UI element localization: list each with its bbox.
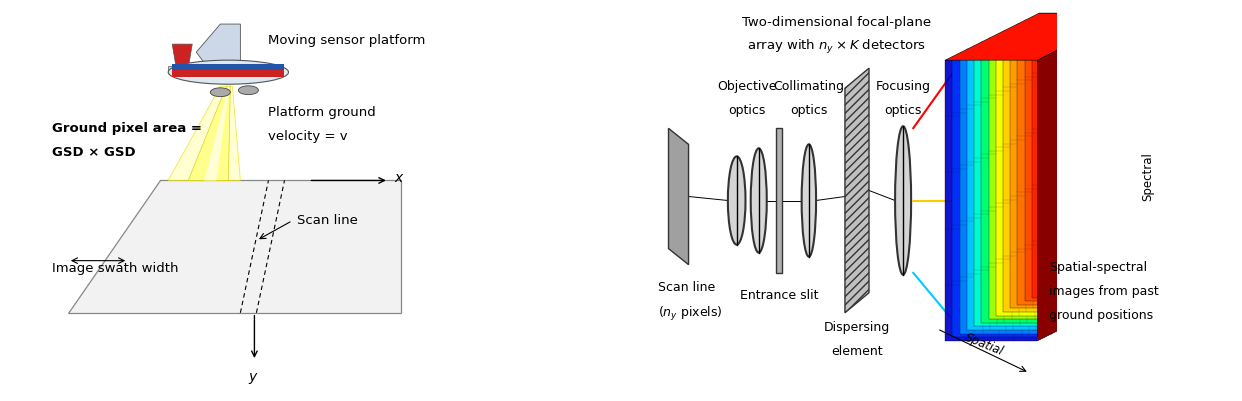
Polygon shape — [168, 86, 241, 180]
Text: Dispersing: Dispersing — [823, 321, 891, 334]
Ellipse shape — [210, 88, 230, 97]
Ellipse shape — [750, 148, 766, 253]
Text: Scan line: Scan line — [658, 281, 715, 294]
Polygon shape — [945, 60, 1037, 341]
Text: Ground pixel area =: Ground pixel area = — [52, 122, 201, 135]
Text: images from past: images from past — [1049, 285, 1159, 298]
Polygon shape — [989, 38, 1081, 319]
Polygon shape — [974, 46, 1067, 326]
Text: array with $n_y\times K$ detectors: array with $n_y\times K$ detectors — [748, 38, 927, 56]
Text: Moving sensor platform: Moving sensor platform — [268, 34, 426, 47]
Polygon shape — [845, 68, 869, 313]
Text: Spatial: Spatial — [964, 330, 1006, 358]
Text: y: y — [248, 370, 257, 384]
Polygon shape — [775, 128, 782, 273]
Text: Objective: Objective — [717, 80, 776, 93]
Polygon shape — [960, 53, 1052, 334]
Polygon shape — [1004, 31, 1095, 312]
Text: Collimating: Collimating — [774, 80, 845, 93]
Polygon shape — [966, 49, 1059, 330]
Ellipse shape — [801, 144, 816, 257]
Polygon shape — [1037, 13, 1131, 341]
Text: x: x — [395, 172, 402, 185]
Ellipse shape — [728, 156, 745, 245]
Polygon shape — [953, 57, 1045, 337]
Ellipse shape — [238, 86, 258, 95]
Text: Scan line: Scan line — [297, 214, 358, 227]
Text: Spectral: Spectral — [1141, 153, 1154, 201]
Polygon shape — [173, 64, 284, 70]
Polygon shape — [945, 13, 1131, 60]
Text: Spatial-spectral: Spatial-spectral — [1049, 261, 1148, 273]
Polygon shape — [668, 128, 688, 265]
Polygon shape — [173, 70, 284, 77]
Polygon shape — [196, 24, 241, 68]
Polygon shape — [204, 86, 230, 180]
Polygon shape — [1025, 20, 1117, 301]
Text: Entrance slit: Entrance slit — [739, 289, 818, 302]
Polygon shape — [1032, 17, 1124, 298]
Polygon shape — [1017, 24, 1109, 305]
Ellipse shape — [168, 60, 288, 84]
Text: ground positions: ground positions — [1049, 309, 1154, 322]
Polygon shape — [173, 44, 193, 68]
Text: Image swath width: Image swath width — [52, 262, 179, 275]
Polygon shape — [981, 42, 1073, 323]
Polygon shape — [68, 180, 401, 313]
Text: velocity = v: velocity = v — [268, 130, 348, 143]
Text: optics: optics — [884, 104, 922, 117]
Polygon shape — [996, 35, 1088, 316]
Text: Platform ground: Platform ground — [268, 106, 376, 119]
Polygon shape — [1040, 13, 1131, 294]
Text: element: element — [831, 345, 883, 358]
Text: ($n_y$ pixels): ($n_y$ pixels) — [658, 305, 723, 323]
Text: optics: optics — [790, 104, 827, 117]
Polygon shape — [168, 66, 193, 72]
Text: Two-dimensional focal-plane: Two-dimensional focal-plane — [743, 16, 932, 29]
Ellipse shape — [895, 126, 912, 275]
Text: optics: optics — [728, 104, 765, 117]
Text: GSD × GSD: GSD × GSD — [52, 146, 135, 159]
Polygon shape — [1010, 28, 1103, 308]
Polygon shape — [189, 86, 230, 180]
Text: Focusing: Focusing — [876, 80, 930, 93]
